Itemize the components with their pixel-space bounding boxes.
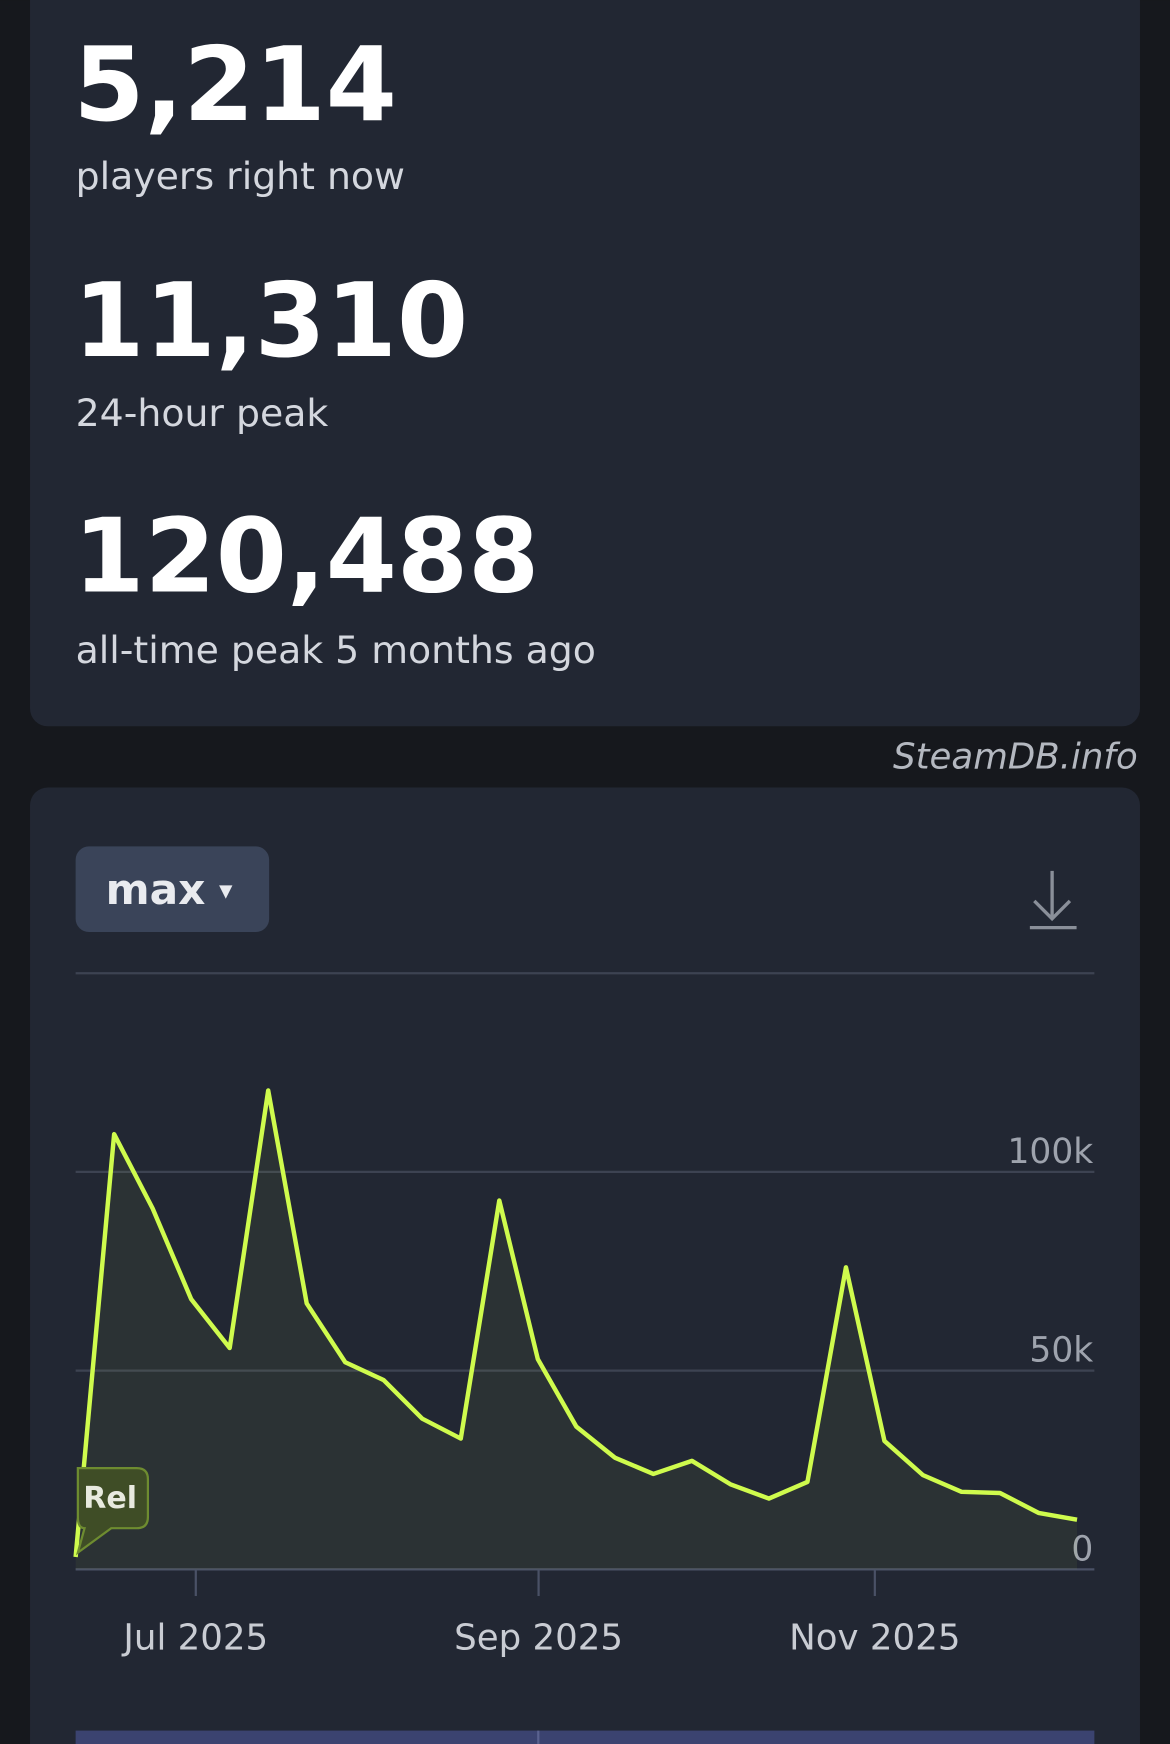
line-area bbox=[75, 1090, 1078, 1570]
plot: 0 50k 100k Jul 2025 Sep 2025 Nov 2025 Rel bbox=[73, 1088, 1095, 1658]
y-tick-label: 50k bbox=[1029, 1331, 1093, 1371]
stat-value: 120,488 bbox=[73, 498, 539, 617]
x-tick-label: Nov 2025 bbox=[789, 1617, 960, 1658]
download-icon[interactable] bbox=[1029, 870, 1077, 930]
range-button-label: max bbox=[106, 865, 206, 914]
navigator bbox=[75, 1730, 1095, 1744]
chart-card bbox=[30, 787, 1140, 1744]
stats-card bbox=[30, 0, 1140, 727]
watermark: SteamDB.info bbox=[893, 737, 1138, 778]
x-tick-label: Sep 2025 bbox=[454, 1617, 623, 1658]
stat-label: players right now bbox=[76, 154, 405, 198]
stat-label: all-time peak 5 months ago bbox=[76, 628, 596, 672]
y-tick-label: 0 bbox=[1071, 1529, 1093, 1569]
annotation-label: Rel bbox=[83, 1481, 137, 1516]
stat-value: 5,214 bbox=[73, 26, 397, 145]
stat-value: 11,310 bbox=[73, 262, 468, 381]
annotation-flag bbox=[75, 1467, 150, 1556]
range-button[interactable] bbox=[75, 846, 270, 933]
y-tick-label: 100k bbox=[1007, 1132, 1093, 1172]
x-tick-label: Jul 2025 bbox=[121, 1617, 268, 1658]
line bbox=[73, 1088, 1078, 1558]
stat-label: 24-hour peak bbox=[76, 391, 329, 435]
dropdown-caret bbox=[219, 885, 233, 899]
